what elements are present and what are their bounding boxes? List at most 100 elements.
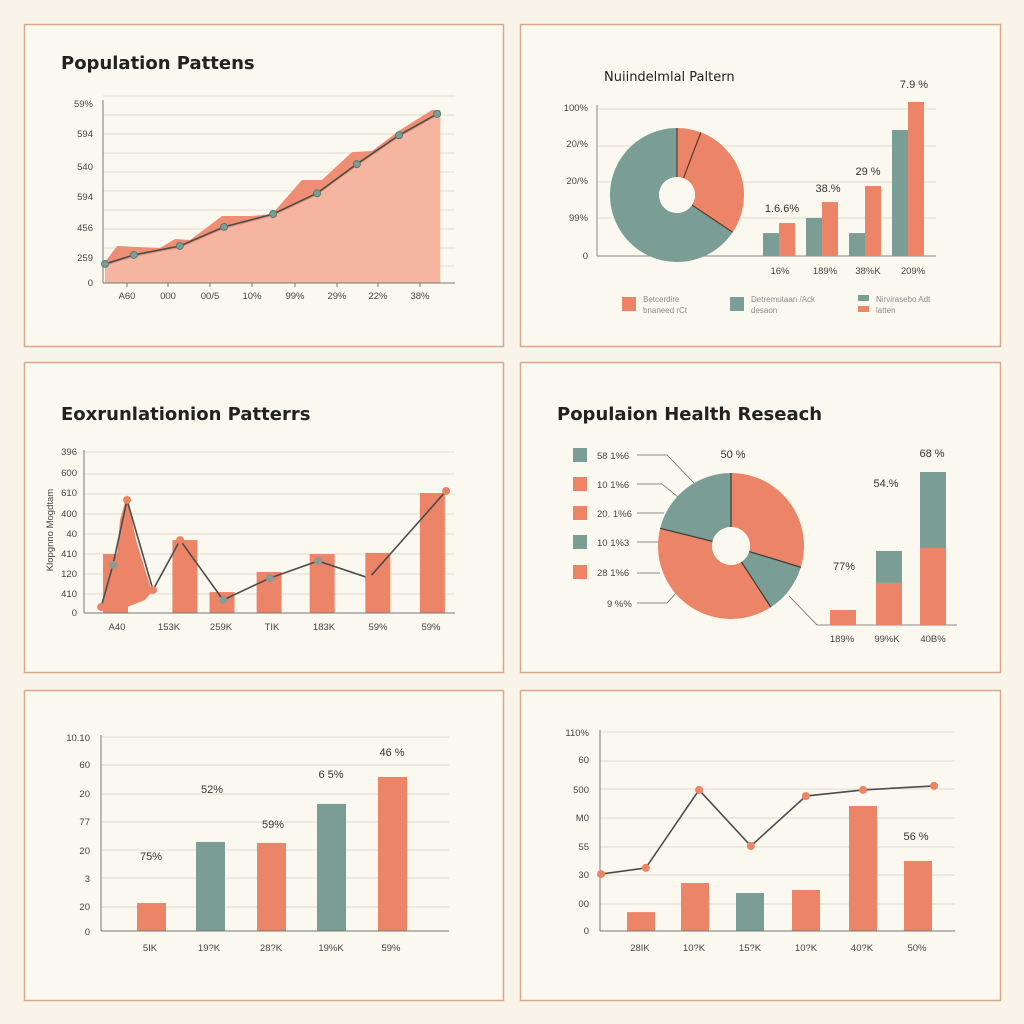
line-series	[100, 490, 447, 608]
line-point	[641, 863, 650, 872]
donut-slice	[609, 128, 733, 262]
legend-swatch	[858, 306, 869, 312]
chart-panel	[519, 689, 1002, 1002]
legend-swatch	[573, 506, 587, 520]
legend-label: Detremutaan /Ack	[751, 295, 816, 304]
bar	[365, 552, 391, 613]
y-tick-label: 400	[61, 509, 77, 520]
x-tick-label: A40	[109, 622, 126, 633]
bar	[736, 892, 764, 931]
bar	[137, 903, 166, 931]
donut-divider	[740, 561, 772, 608]
y-tick-label: 600	[61, 468, 77, 479]
line-point	[801, 792, 810, 801]
chart-title: Eoxrunlationion Patterrs	[61, 404, 310, 425]
line-point	[123, 495, 132, 504]
x-tick-label: 40?K	[851, 943, 874, 954]
legend-swatch	[573, 565, 587, 579]
line-point	[313, 189, 322, 198]
legend-label: 10 1%3	[597, 538, 629, 549]
line-point	[220, 222, 229, 231]
line-point	[129, 250, 138, 259]
bar	[908, 101, 924, 256]
y-tick-label: 20	[79, 902, 90, 913]
line-point	[352, 160, 361, 169]
y-tick-label: 10.10	[66, 733, 90, 744]
x-tick-label: 189%	[813, 266, 838, 277]
line-point	[265, 574, 274, 583]
bar	[849, 233, 865, 256]
bar	[763, 233, 779, 256]
y-tick-label: 55	[578, 842, 589, 853]
x-tick-label: 40B%	[920, 634, 946, 645]
line-point	[746, 842, 755, 851]
x-tick-label: 183K	[313, 622, 336, 633]
y-tick-label: 60	[578, 755, 589, 766]
legend-label: Betcerdire	[643, 295, 680, 304]
line-point	[108, 561, 117, 570]
line-point	[175, 241, 184, 250]
line-point	[859, 785, 868, 794]
legend-swatch	[573, 448, 587, 462]
y-tick-label: 40	[66, 529, 77, 540]
line-point	[364, 574, 373, 583]
x-tick-label: 10%	[242, 291, 262, 302]
bar-segment	[876, 550, 902, 583]
bar-segment	[876, 582, 902, 625]
bar-data-label: 54.%	[873, 478, 898, 490]
y-tick-label: 99%	[569, 213, 589, 224]
bar	[779, 223, 795, 256]
x-tick-label: 5IK	[143, 943, 158, 954]
legend-swatch	[622, 297, 636, 311]
y-tick-label: 0	[85, 927, 90, 938]
x-tick-label: 59%	[368, 622, 388, 633]
bar-data-label: 68 %	[919, 448, 944, 460]
line-point	[269, 209, 278, 218]
bar	[904, 860, 932, 931]
bar	[792, 890, 820, 931]
y-tick-label: 500	[573, 785, 589, 796]
x-tick-label: 28IK	[630, 943, 650, 954]
x-tick-label: TIK	[265, 622, 280, 633]
donut-divider	[682, 132, 702, 179]
bar-data-label: 52%	[201, 784, 223, 796]
legend-label: 20. 1%6	[597, 509, 632, 520]
y-tick-label: 259	[77, 253, 93, 264]
x-tick-label: 259K	[210, 622, 233, 633]
x-tick-label: 28?K	[260, 943, 283, 954]
bar	[822, 202, 838, 256]
bar	[196, 841, 225, 931]
y-tick-label: 594	[77, 129, 93, 140]
bar-data-label: 6 5%	[318, 769, 343, 781]
line-point	[101, 259, 110, 268]
y-tick-label: 0	[583, 251, 588, 262]
x-tick-label: 38%K	[855, 266, 881, 277]
y-tick-label: 77	[79, 817, 90, 828]
line-point	[597, 870, 606, 879]
line-point	[219, 595, 228, 604]
legend-label: bnaneed rCt	[643, 306, 688, 315]
y-tick-label: 100%	[564, 103, 589, 114]
legend-label: 58 1%6	[597, 451, 629, 462]
x-tick-label: 10?K	[795, 943, 818, 954]
y-tick-label: 610	[61, 488, 77, 499]
y-tick-label: 59%	[74, 99, 94, 110]
bar	[378, 776, 407, 931]
bar	[681, 883, 709, 931]
x-tick-label: 50%	[907, 943, 927, 954]
x-tick-label: 38%	[410, 291, 430, 302]
y-tick-label: 20	[79, 846, 90, 857]
chart-title: Populaion Health Reseach	[557, 404, 822, 425]
legend-swatch	[730, 297, 744, 311]
x-tick-label: 59%	[421, 622, 441, 633]
donut-slice	[677, 128, 701, 179]
donut-label: 50 %	[720, 449, 745, 461]
y-tick-label: 0	[584, 926, 589, 937]
bar	[806, 217, 822, 256]
bar-data-label: 77%	[833, 561, 855, 573]
y-tick-label: 30	[578, 870, 589, 881]
bar	[849, 806, 877, 931]
y-tick-label: 410	[61, 549, 77, 560]
legend-label: 28 1%6	[597, 568, 629, 579]
